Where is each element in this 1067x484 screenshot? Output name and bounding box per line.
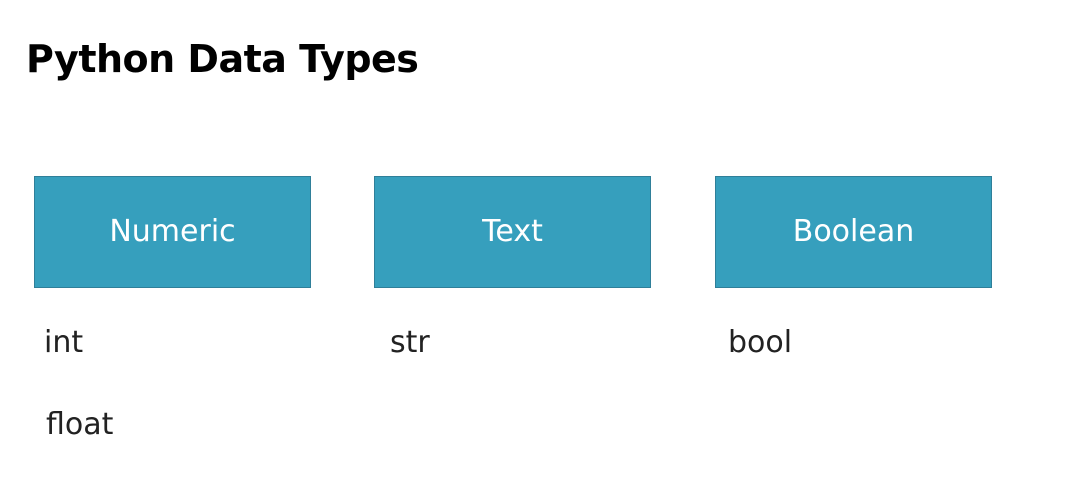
type-item-bool: bool [728, 325, 793, 360]
category-box-text: Text [374, 176, 651, 288]
category-label-text: Text [482, 214, 543, 249]
category-label-numeric: Numeric [109, 214, 236, 249]
category-label-boolean: Boolean [792, 214, 915, 249]
type-item-str: str [390, 325, 430, 360]
category-box-numeric: Numeric [34, 176, 311, 288]
category-box-boolean: Boolean [715, 176, 992, 288]
type-item-float: float [46, 407, 114, 442]
page-title: Python Data Types [26, 37, 419, 81]
type-item-int: int [44, 325, 84, 360]
